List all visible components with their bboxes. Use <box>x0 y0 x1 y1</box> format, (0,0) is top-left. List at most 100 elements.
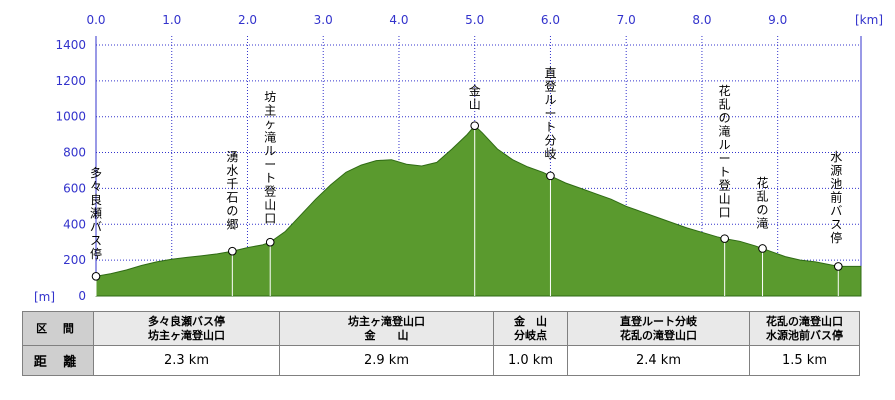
waypoint-label-char: 岐 <box>544 147 556 161</box>
y-unit-label: [m] <box>34 290 55 304</box>
x-tick-label: 0.0 <box>86 13 105 27</box>
waypoint-label-char: ー <box>264 158 276 172</box>
section-5-end: 水源池前バス停 <box>766 328 843 342</box>
x-tick-label: 3.0 <box>314 13 333 27</box>
section-2-start: 坊主ヶ滝登山口 <box>348 314 425 328</box>
waypoint-label: 花乱の滝 <box>757 175 769 231</box>
waypoint-label-char: の <box>757 203 769 217</box>
waypoint-label-char: 直 <box>544 66 556 80</box>
waypoint-label-char: ト <box>264 171 276 185</box>
waypoint-label-char: 登 <box>719 178 731 193</box>
waypoint-label-char: 山 <box>469 98 481 112</box>
y-tick-label: 1200 <box>55 74 86 88</box>
waypoint-label-char: ス <box>830 218 842 232</box>
waypoint-label-char: 花 <box>719 83 731 98</box>
distance-cell-2: 2.9 km <box>279 345 494 376</box>
waypoint-label-char: の <box>226 204 238 218</box>
waypoint-label-char: 山 <box>264 198 276 212</box>
waypoint-label-char: 乱 <box>719 98 731 112</box>
waypoint-marker <box>470 121 480 130</box>
waypoint-marker <box>758 244 767 253</box>
waypoint-label-char: ー <box>544 107 556 121</box>
elevation-area <box>95 124 862 297</box>
y-tick-label: 600 <box>63 181 86 195</box>
waypoint-label-char: 水 <box>226 164 238 178</box>
section-1-end: 坊主ヶ滝登山口 <box>148 328 225 342</box>
waypoint-label-char: バ <box>830 204 842 218</box>
waypoint-label-char: 口 <box>719 206 731 220</box>
waypoint-marker <box>720 234 729 243</box>
waypoint-label-char: 口 <box>264 212 276 226</box>
waypoint-label-char: 登 <box>544 79 556 94</box>
distance-cell-4: 2.4 km <box>567 345 750 376</box>
section-2-end: 金 山 <box>364 328 409 342</box>
waypoint-label-char: 多 <box>90 166 102 180</box>
waypoint-label-char: 滝 <box>719 125 731 139</box>
waypoint-label-char: 良 <box>90 192 102 207</box>
distance-cell-1: 2.3 km <box>93 345 280 376</box>
table-row-distances: 距 離 2.3 km 2.9 km 1.0 km 2.4 km 1.5 km <box>22 345 860 376</box>
section-cell-5: 花乱の滝登山口 水源池前バス停 <box>749 311 860 346</box>
section-cell-2: 坊主ヶ滝登山口 金 山 <box>279 311 494 346</box>
waypoint-label-char: 乱 <box>757 190 769 204</box>
section-4-start: 直登ルート分岐 <box>620 314 697 328</box>
waypoint-label-char: 水 <box>830 150 842 164</box>
waypoint-label-char: ー <box>719 152 731 166</box>
waypoint-label: 直登ルート分岐 <box>544 66 556 161</box>
table-row-sections: 区 間 多々良瀬バス停 坊主ヶ滝登山口 坊主ヶ滝登山口 金 山 金 山 分岐点 … <box>22 311 860 346</box>
x-tick-label: 9.0 <box>768 13 787 27</box>
y-tick-label: 400 <box>63 217 86 231</box>
y-tick-label: 800 <box>63 146 86 160</box>
waypoint-label-char: 前 <box>830 190 842 205</box>
section-cell-4: 直登ルート分岐 花乱の滝登山口 <box>567 311 750 346</box>
section-1-start: 多々良瀬バス停 <box>148 314 225 328</box>
x-tick-label: 5.0 <box>465 13 484 27</box>
waypoint-label-char: 金 <box>469 83 481 98</box>
waypoint-markers <box>91 121 843 296</box>
waypoint-label-char: 停 <box>90 246 102 261</box>
waypoint-label-char: バ <box>90 220 102 234</box>
waypoint-label-char: 千 <box>226 177 238 191</box>
elevation-profile-chart: 多々良瀬バス停湧水千石の郷坊主ヶ滝ルート登山口金山直登ルート分岐花乱の滝ルート登… <box>34 13 883 304</box>
waypoint-label-char: ル <box>719 138 731 152</box>
section-3-end: 分岐点 <box>514 328 547 342</box>
section-cell-1: 多々良瀬バス停 坊主ヶ滝登山口 <box>93 311 280 346</box>
y-tick-label: 0 <box>78 289 86 303</box>
waypoint-label: 多々良瀬バス停 <box>90 166 102 261</box>
x-unit-label: [km] <box>855 13 883 27</box>
x-tick-label: 8.0 <box>692 13 711 27</box>
waypoint-label-char: 瀬 <box>90 207 102 221</box>
waypoint-label-char: 石 <box>226 191 238 205</box>
waypoint-marker <box>91 271 101 281</box>
distance-cell-3: 1.0 km <box>493 345 568 376</box>
x-tick-label: 1.0 <box>162 13 181 27</box>
waypoint-label-char: 源 <box>830 164 842 178</box>
section-5-start: 花乱の滝登山口 <box>766 314 843 328</box>
waypoint-label-char: ヶ <box>264 117 276 131</box>
distance-cell-5: 1.5 km <box>749 345 860 376</box>
x-tick-label: 7.0 <box>617 13 636 27</box>
waypoint-label-char: 花 <box>757 175 769 190</box>
waypoint-label-char: ル <box>264 144 276 158</box>
section-4-end: 花乱の滝登山口 <box>620 328 697 342</box>
y-tick-label: 1400 <box>55 38 86 52</box>
section-3-start: 金 山 <box>514 314 547 328</box>
section-header-cell: 区 間 <box>22 311 94 346</box>
x-tick-label: 2.0 <box>238 13 257 27</box>
waypoint-label-char: 停 <box>830 230 842 245</box>
waypoint-marker <box>265 237 275 247</box>
waypoint-labels: 多々良瀬バス停湧水千石の郷坊主ヶ滝ルート登山口金山直登ルート分岐花乱の滝ルート登… <box>90 66 842 261</box>
waypoint-label-char: ト <box>719 165 731 179</box>
waypoint-label-char: の <box>719 111 731 125</box>
y-tick-label: 200 <box>63 253 86 267</box>
waypoint-label: 水源池前バス停 <box>830 150 842 245</box>
waypoint-label-char: ル <box>544 93 556 107</box>
waypoint-label-char: 滝 <box>757 217 769 231</box>
waypoint-label-char: 滝 <box>264 131 276 145</box>
waypoint-label-char: 登 <box>264 184 276 199</box>
waypoint-marker <box>228 246 237 256</box>
waypoint-marker <box>833 262 843 271</box>
